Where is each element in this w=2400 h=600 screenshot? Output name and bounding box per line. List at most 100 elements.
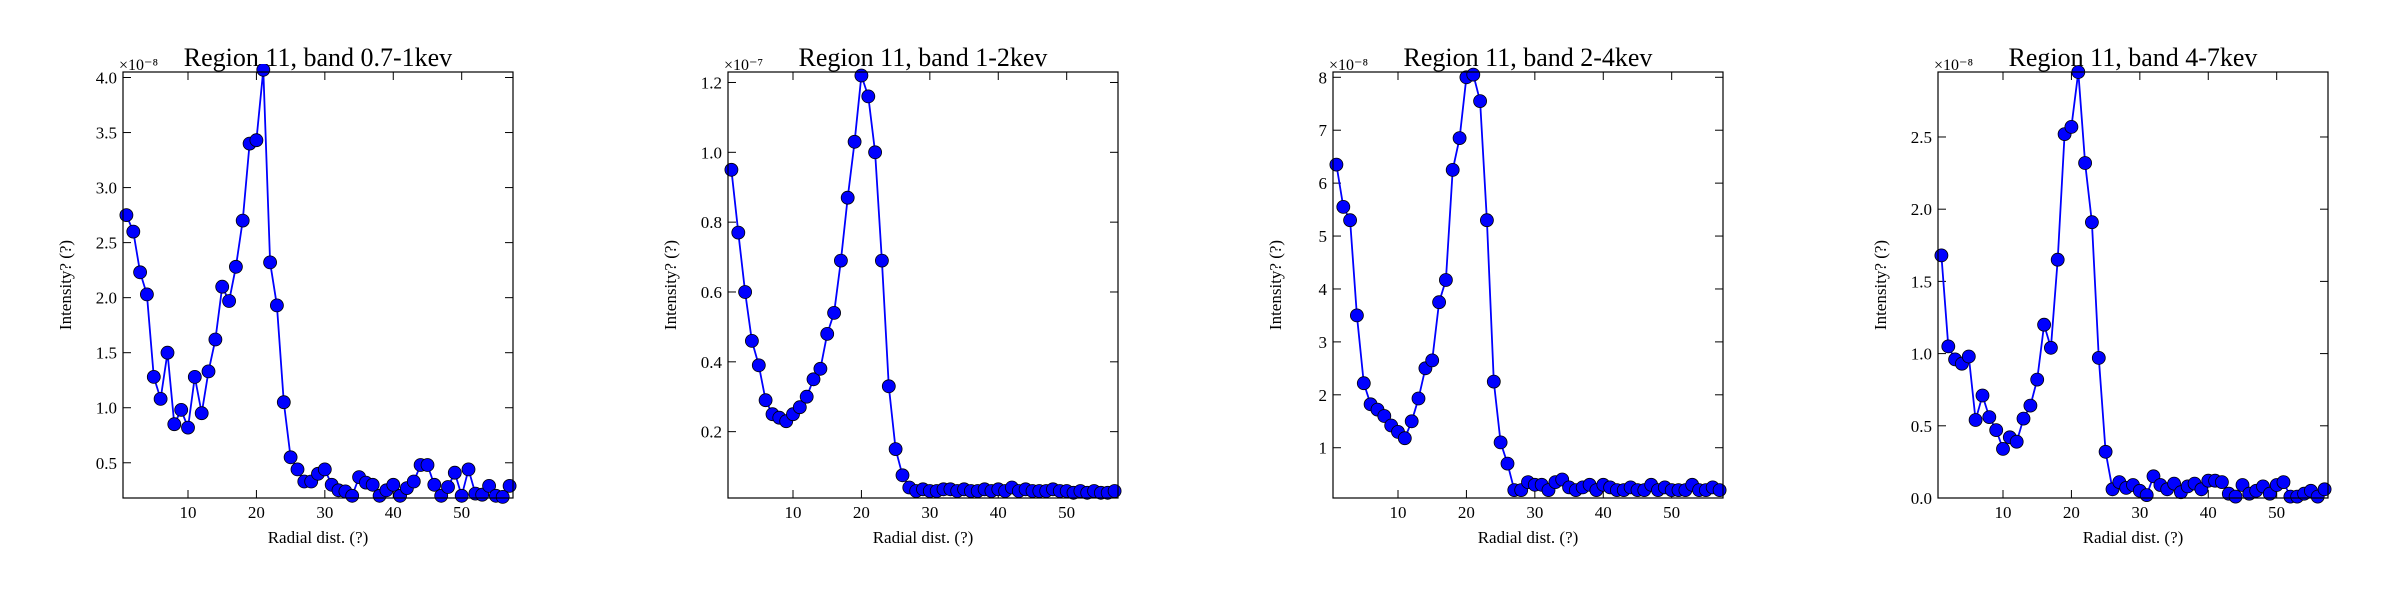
data-point bbox=[2098, 444, 2113, 459]
series-group bbox=[1329, 67, 1727, 498]
data-point bbox=[2043, 340, 2058, 355]
data-point bbox=[758, 393, 773, 408]
y-tick-label: 5 bbox=[1319, 227, 1328, 246]
x-tick-label: 50 bbox=[2268, 503, 2285, 522]
data-point bbox=[269, 298, 284, 313]
data-point bbox=[256, 64, 271, 77]
y-axis-label: Intensity? (?) bbox=[1266, 240, 1285, 330]
data-point bbox=[263, 255, 278, 270]
data-point bbox=[847, 134, 862, 149]
data-point bbox=[1425, 353, 1440, 368]
data-point bbox=[126, 224, 141, 239]
data-point bbox=[146, 369, 161, 384]
data-point bbox=[731, 225, 746, 240]
y-tick-label: 2 bbox=[1319, 386, 1328, 405]
data-point bbox=[228, 259, 243, 274]
y-tick-label: 0.4 bbox=[701, 353, 723, 372]
data-point bbox=[895, 468, 910, 483]
data-point bbox=[2037, 317, 2051, 332]
data-point bbox=[153, 391, 168, 406]
chart-title: Region 11, band 1-2kev bbox=[799, 43, 1048, 72]
y-offset-label: ×10⁻⁷ bbox=[724, 57, 763, 74]
y-tick-label: 1 bbox=[1319, 439, 1328, 458]
data-point bbox=[1941, 339, 1956, 354]
y-tick-label: 0.2 bbox=[701, 423, 722, 442]
data-point bbox=[2214, 475, 2229, 490]
x-tick-label: 50 bbox=[453, 503, 470, 522]
data-point bbox=[1452, 131, 1467, 146]
data-point bbox=[1466, 67, 1481, 82]
data-point bbox=[861, 89, 876, 104]
data-point bbox=[345, 488, 360, 503]
series-group bbox=[724, 68, 1122, 500]
y-tick-label: 2.0 bbox=[1911, 200, 1932, 219]
chart-panel-4: 10 20 30 40 50 0.0 0.5 1.0 1.5 2.0 2.5 ×10⁻⁸ Region … bbox=[1871, 43, 2332, 547]
plot-frame bbox=[727, 71, 1119, 499]
y-tick-label: 1.0 bbox=[96, 399, 117, 418]
data-point bbox=[2050, 252, 2065, 267]
y-tick-label: 3.0 bbox=[96, 179, 117, 198]
data-point bbox=[751, 358, 766, 373]
chart-panel-1: 10 20 30 40 50 0.5 1.0 1.5 2.0 2.5 3.0 3.5 4.0×10⁻⁸ R… bbox=[56, 43, 517, 547]
data-point bbox=[454, 488, 469, 503]
y-tick-label: 7 bbox=[1319, 121, 1328, 140]
data-point bbox=[724, 162, 739, 177]
x-tick-label: 40 bbox=[385, 503, 402, 522]
series-group bbox=[119, 64, 517, 504]
data-point bbox=[738, 285, 752, 299]
x-tick-label: 30 bbox=[2131, 503, 2148, 522]
data-point bbox=[461, 462, 476, 477]
data-point bbox=[427, 477, 442, 492]
data-point bbox=[888, 442, 903, 457]
data-point bbox=[222, 294, 237, 308]
y-tick-label: 8 bbox=[1319, 68, 1328, 87]
data-point bbox=[881, 379, 896, 394]
data-point bbox=[2139, 488, 2154, 503]
data-point bbox=[317, 462, 332, 477]
y-tick-label: 3 bbox=[1319, 333, 1328, 352]
y-tick-label: 0.6 bbox=[701, 283, 722, 302]
data-point bbox=[1982, 410, 1997, 425]
x-tick-label: 40 bbox=[990, 503, 1007, 522]
data-point bbox=[1397, 431, 1412, 446]
data-point bbox=[441, 480, 455, 494]
data-point bbox=[1439, 273, 1453, 287]
data-point bbox=[386, 477, 401, 492]
data-point bbox=[1445, 162, 1460, 177]
x-axis-label: Radial dist. (?) bbox=[2083, 528, 2184, 547]
x-tick-label: 40 bbox=[1595, 503, 1612, 522]
data-point bbox=[820, 326, 835, 341]
data-point bbox=[1712, 483, 1727, 498]
data-point bbox=[1996, 441, 2010, 456]
y-tick-label: 2.0 bbox=[96, 289, 117, 308]
series-group bbox=[1934, 65, 2332, 504]
x-tick-label: 30 bbox=[1526, 503, 1543, 522]
y-tick-label: 0.5 bbox=[1911, 417, 1932, 436]
data-point bbox=[502, 478, 517, 493]
y-tick-label: 0.0 bbox=[1911, 489, 1932, 508]
data-point bbox=[1343, 213, 1357, 228]
y-tick-label: 1.0 bbox=[1911, 345, 1932, 364]
data-point bbox=[827, 305, 841, 320]
y-axis-label: Intensity? (?) bbox=[56, 240, 75, 330]
data-point bbox=[276, 395, 291, 410]
y-offset-label: ×10⁻⁸ bbox=[1329, 57, 1368, 74]
x-tick-label: 10 bbox=[785, 503, 802, 522]
data-point bbox=[2084, 215, 2099, 230]
data-point bbox=[495, 489, 510, 504]
data-point bbox=[194, 406, 209, 421]
data-point bbox=[235, 213, 250, 228]
y-axis-label: Intensity? (?) bbox=[661, 240, 680, 330]
data-point bbox=[1473, 94, 1487, 108]
data-point bbox=[868, 145, 882, 160]
data-point bbox=[482, 478, 497, 493]
data-point bbox=[2016, 411, 2031, 426]
y-tick-label: 3.5 bbox=[96, 124, 117, 143]
data-point bbox=[875, 253, 889, 268]
x-tick-label: 50 bbox=[1058, 503, 1075, 522]
x-axis-label: Radial dist. (?) bbox=[1478, 528, 1579, 547]
y-tick-label: 4 bbox=[1319, 280, 1328, 299]
data-point bbox=[792, 400, 807, 415]
data-point bbox=[160, 345, 175, 360]
